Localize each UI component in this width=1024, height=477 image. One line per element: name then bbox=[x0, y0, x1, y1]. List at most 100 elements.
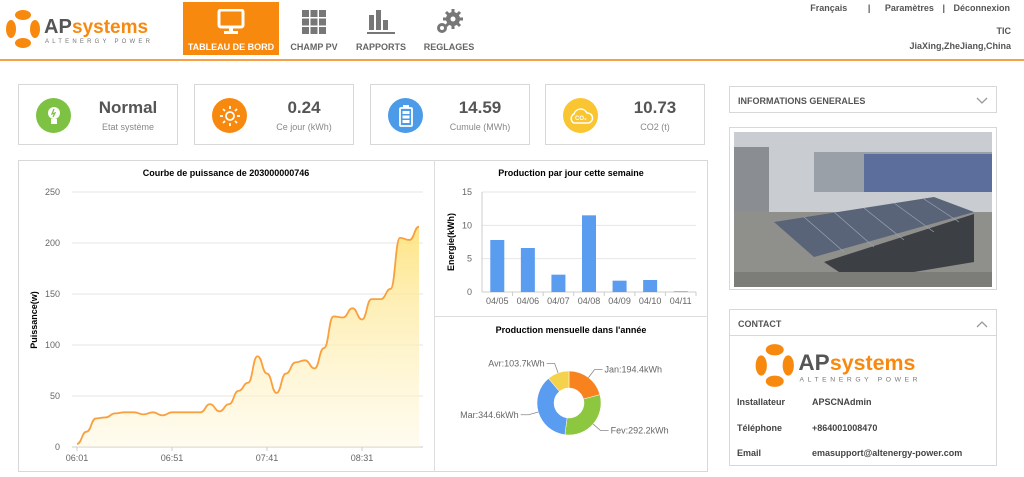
week-chart-title: Production par jour cette semaine bbox=[498, 168, 644, 178]
top-links: Français | Paramètres | Déconnexion bbox=[804, 3, 1010, 13]
pie-label: Jan:194.4kWh bbox=[605, 365, 663, 375]
brand-logo[interactable]: AP systems ALTENERGY POWER bbox=[6, 9, 156, 49]
nav-tab-label: RAPPORTS bbox=[355, 42, 406, 52]
svg-text:systems: systems bbox=[830, 351, 916, 375]
svg-text:ALTENERGY POWER: ALTENERGY POWER bbox=[45, 39, 153, 45]
contact-label: Email bbox=[737, 448, 762, 458]
pie-label: Mar:344.6kWh bbox=[460, 410, 519, 420]
stat-card-system-state: Normal Etat système bbox=[18, 84, 178, 145]
settings-link[interactable]: Paramètres bbox=[884, 3, 934, 13]
power-chart-title: Courbe de puissance de 203000000746 bbox=[143, 168, 310, 178]
contact-panel-header[interactable]: CONTACT bbox=[729, 309, 997, 336]
stat-label: CO2 (t) bbox=[640, 122, 670, 132]
x-tick-label: 04/05 bbox=[486, 296, 509, 306]
y-tick-label: 200 bbox=[45, 238, 60, 248]
power-chart-ylabel: Puissance(w) bbox=[29, 291, 39, 349]
user-name: TIC bbox=[996, 26, 1012, 36]
y-tick-label: 0 bbox=[55, 442, 60, 452]
pie-label: Fev:292.2kWh bbox=[611, 426, 669, 436]
contact-value[interactable]: +864001008470 bbox=[812, 423, 878, 433]
svg-text:AP: AP bbox=[44, 16, 72, 38]
apsystems-logo-icon: AP systems ALTENERGY POWER bbox=[6, 10, 153, 48]
x-tick-label: 04/10 bbox=[639, 296, 662, 306]
bar bbox=[673, 291, 688, 292]
stat-value: Normal bbox=[98, 98, 158, 117]
contact-logo-icon: AP systems ALTENERGY POWER bbox=[755, 344, 922, 387]
contact-label: Téléphone bbox=[737, 423, 783, 433]
gears-icon bbox=[437, 9, 463, 33]
power-area bbox=[77, 226, 419, 447]
contact-row-installer: Installateur APSCNAdmin bbox=[737, 397, 872, 407]
site-photo bbox=[734, 132, 992, 287]
y-tick-label: 150 bbox=[45, 289, 60, 299]
nav-tab-champ-pv[interactable]: CHAMP PV bbox=[266, 2, 362, 55]
x-tick-label: 06:51 bbox=[161, 453, 184, 463]
stat-card-co2: CO₂ 10.73 CO2 (t) bbox=[545, 84, 705, 145]
nav-tab-label: TABLEAU DE BORD bbox=[187, 42, 275, 52]
stat-value: 0.24 bbox=[287, 98, 321, 117]
x-tick-label: 06:01 bbox=[66, 453, 89, 463]
svg-text:systems: systems bbox=[72, 17, 148, 38]
pie-label: Avr:103.7kWh bbox=[488, 359, 544, 369]
power-line bbox=[76, 225, 420, 445]
week-chart-ylabel: Energie(kWh) bbox=[446, 213, 456, 271]
pie-slice bbox=[564, 394, 602, 436]
y-tick-label: 15 bbox=[462, 187, 472, 197]
bar-chart-icon bbox=[367, 10, 395, 34]
nav-tab-rapports[interactable]: RAPPORTS bbox=[333, 2, 429, 55]
chevron-up-icon[interactable] bbox=[976, 320, 988, 328]
nav-tab-dashboard[interactable]: TABLEAU DE BORD bbox=[183, 2, 279, 55]
x-tick-label: 04/08 bbox=[578, 296, 601, 306]
separator: | bbox=[942, 3, 945, 13]
stat-value: 10.73 bbox=[633, 98, 677, 117]
stat-card-cumulative: 14.59 Cumule (MWh) bbox=[370, 84, 530, 145]
bar bbox=[643, 280, 658, 292]
stat-card-today: 0.24 Ce jour (kWh) bbox=[194, 84, 354, 145]
pie-label-line bbox=[546, 363, 559, 374]
divider bbox=[434, 316, 708, 317]
nav-tab-reglages[interactable]: REGLAGES bbox=[401, 2, 497, 55]
contact-panel-title: CONTACT bbox=[738, 319, 782, 329]
svg-text:AP: AP bbox=[798, 350, 829, 375]
separator: | bbox=[867, 3, 871, 13]
chevron-down-icon[interactable] bbox=[976, 97, 988, 105]
contact-label: Installateur bbox=[737, 397, 786, 407]
lightbulb-icon bbox=[36, 98, 71, 133]
y-tick-label: 0 bbox=[467, 287, 472, 297]
contact-row-phone: Téléphone +864001008470 bbox=[737, 423, 877, 433]
stat-label: Cumule (MWh) bbox=[449, 122, 511, 132]
pie-label-line bbox=[588, 369, 603, 378]
x-tick-label: 04/06 bbox=[517, 296, 540, 306]
pie-label-line bbox=[592, 423, 609, 432]
svg-text:ALTENERGY POWER: ALTENERGY POWER bbox=[800, 376, 922, 383]
contact-value: APSCNAdmin bbox=[812, 397, 872, 407]
site-photo-frame bbox=[729, 127, 997, 290]
logout-link[interactable]: Déconnexion bbox=[953, 3, 1010, 13]
contact-panel bbox=[729, 336, 997, 466]
info-panel-header[interactable]: INFORMATIONS GENERALES bbox=[729, 86, 997, 113]
x-tick-label: 08:31 bbox=[351, 453, 374, 463]
contact-row-email: Email emasupport@altenergy-power.com bbox=[737, 448, 962, 458]
stat-label: Etat système bbox=[101, 122, 155, 132]
y-tick-label: 50 bbox=[50, 391, 60, 401]
pie-label-line bbox=[520, 411, 539, 416]
nav-tab-label: CHAMP PV bbox=[290, 42, 338, 52]
week-chart: 0 5 10 15 04/05 04/06 04/07 04/08 04/09 04/10 04/1… bbox=[462, 187, 697, 306]
bar bbox=[582, 215, 596, 292]
pie-slice bbox=[568, 370, 601, 400]
sun-icon bbox=[212, 98, 247, 133]
bar bbox=[520, 248, 535, 292]
battery-icon bbox=[388, 98, 423, 133]
nav-tab-label: REGLAGES bbox=[423, 42, 475, 52]
bar bbox=[551, 274, 566, 292]
language-link[interactable]: Français bbox=[810, 3, 848, 13]
y-tick-label: 100 bbox=[45, 340, 60, 350]
monitor-icon bbox=[217, 9, 245, 34]
month-chart: Jan:194.4kWh Fev:292.2kWh Mar:344.6kWh Avr:… bbox=[460, 359, 669, 436]
pie-slice bbox=[548, 370, 570, 392]
x-tick-label: 07:41 bbox=[256, 453, 279, 463]
contact-value[interactable]: emasupport@altenergy-power.com bbox=[812, 448, 963, 458]
co2-cloud-icon: CO₂ bbox=[563, 98, 598, 133]
user-location: JiaXing,ZheJiang,China bbox=[909, 41, 1011, 51]
